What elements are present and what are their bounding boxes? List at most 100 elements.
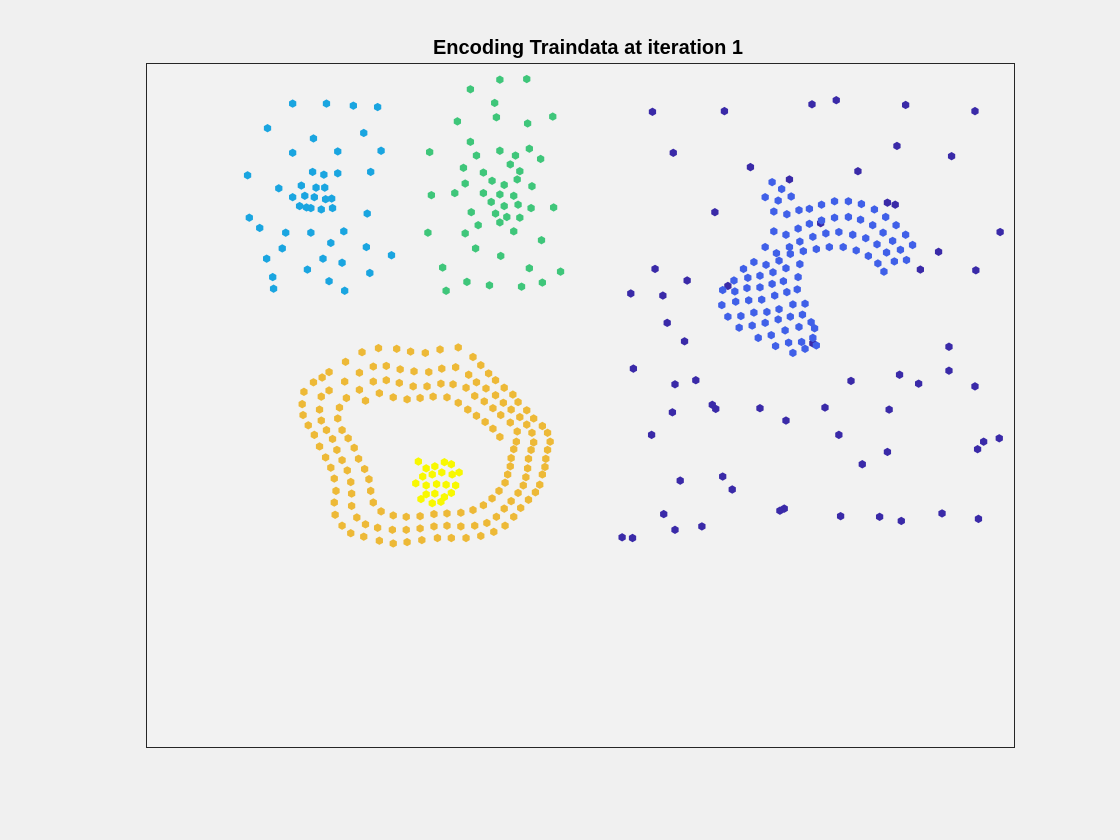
- scatter-point: [525, 264, 533, 273]
- scatter-point: [651, 264, 659, 274]
- scatter-point: [763, 307, 771, 317]
- scatter-point: [433, 533, 442, 543]
- scatter-point: [817, 216, 826, 225]
- scatter-point: [347, 501, 356, 511]
- scatter-point: [479, 188, 488, 198]
- scatter-point: [527, 203, 535, 213]
- scatter-point: [756, 271, 764, 280]
- scatter-point: [852, 246, 860, 255]
- scatter-point: [421, 348, 429, 358]
- scatter-point: [730, 276, 738, 285]
- scatter-point: [761, 242, 769, 252]
- scatter-point: [663, 318, 671, 328]
- scatter-point: [500, 504, 508, 513]
- scatter-point: [980, 437, 988, 446]
- scatter-point: [556, 267, 565, 276]
- scatter-point: [785, 242, 794, 252]
- scatter-point: [523, 406, 531, 415]
- scatter-point: [731, 287, 739, 296]
- scatter-point: [387, 251, 396, 260]
- scatter-point: [737, 311, 745, 321]
- scatter-point: [782, 230, 790, 239]
- scatter-point: [431, 462, 439, 471]
- scatter-point: [483, 518, 491, 528]
- scatter-point: [491, 98, 499, 108]
- scatter-point: [424, 228, 432, 237]
- scatter-point: [423, 382, 431, 391]
- scatter-point: [880, 267, 888, 276]
- scatter-point: [882, 212, 890, 222]
- scatter-point: [449, 380, 457, 389]
- scatter-point: [471, 521, 479, 530]
- scatter-point: [414, 457, 423, 466]
- scatter-point: [375, 536, 383, 545]
- scatter-point: [362, 242, 370, 252]
- scatter-point: [488, 176, 496, 185]
- scatter-point: [317, 392, 325, 401]
- scatter-point: [375, 389, 383, 398]
- scatter-point: [668, 408, 677, 417]
- scatter-point: [437, 497, 445, 506]
- scatter-point: [472, 378, 481, 387]
- scatter-point: [784, 338, 793, 347]
- scatter-point: [856, 215, 865, 224]
- scatter-point: [995, 434, 1003, 443]
- scatter-point: [373, 523, 382, 532]
- scatter-point: [971, 106, 979, 116]
- scatter-point: [492, 113, 501, 122]
- scatter-series-5: [298, 343, 554, 548]
- scatter-point: [354, 454, 363, 463]
- scatter-point: [461, 179, 469, 188]
- scatter-point: [830, 213, 839, 222]
- scatter-point: [482, 384, 490, 393]
- scatter-point: [517, 282, 526, 291]
- scatter-point: [774, 196, 782, 205]
- scatter-point: [496, 146, 504, 155]
- scatter-point: [360, 128, 368, 138]
- scatter-point: [469, 505, 477, 515]
- scatter-point: [463, 277, 471, 287]
- scatter-point: [796, 259, 804, 269]
- scatter-point: [338, 425, 346, 435]
- scatter-point: [776, 506, 784, 515]
- scatter-point: [333, 445, 341, 455]
- scatter-point: [771, 341, 780, 351]
- scatter-point: [373, 102, 382, 112]
- scatter-point: [496, 432, 504, 442]
- scatter-point: [510, 191, 518, 201]
- scatter-point: [319, 254, 327, 263]
- scatter-point: [431, 489, 439, 498]
- scatter-point: [289, 148, 297, 157]
- scatter-point: [825, 242, 833, 252]
- scatter-point: [440, 457, 449, 467]
- scatter-point: [719, 472, 727, 481]
- scatter-point: [317, 416, 325, 425]
- scatter-point: [447, 488, 455, 498]
- scatter-point: [304, 421, 312, 430]
- scatter-point: [355, 385, 364, 394]
- scatter-point: [453, 117, 462, 126]
- scatter-point: [787, 192, 795, 201]
- scatter-point: [325, 276, 333, 286]
- scatter-point: [307, 228, 315, 237]
- scatter-point: [462, 383, 470, 392]
- scatter-point: [430, 509, 438, 519]
- scatter-point: [393, 344, 401, 354]
- scatter-point: [360, 532, 368, 541]
- scatter-point: [875, 512, 884, 522]
- scatter-point: [432, 479, 441, 489]
- scatter-point: [530, 414, 538, 423]
- scatter-point: [243, 171, 252, 180]
- scatter-point: [770, 207, 778, 216]
- scatter-point: [797, 337, 806, 347]
- scatter-point: [282, 228, 290, 237]
- scatter-point: [503, 212, 511, 222]
- scatter-series-3: [243, 99, 396, 295]
- scatter-point: [506, 418, 514, 427]
- scatter-point: [416, 511, 424, 521]
- scatter-point: [901, 230, 910, 239]
- scatter-point: [355, 368, 364, 377]
- scatter-point: [945, 342, 953, 351]
- scatter-point: [343, 466, 351, 475]
- scatter-point: [448, 470, 456, 479]
